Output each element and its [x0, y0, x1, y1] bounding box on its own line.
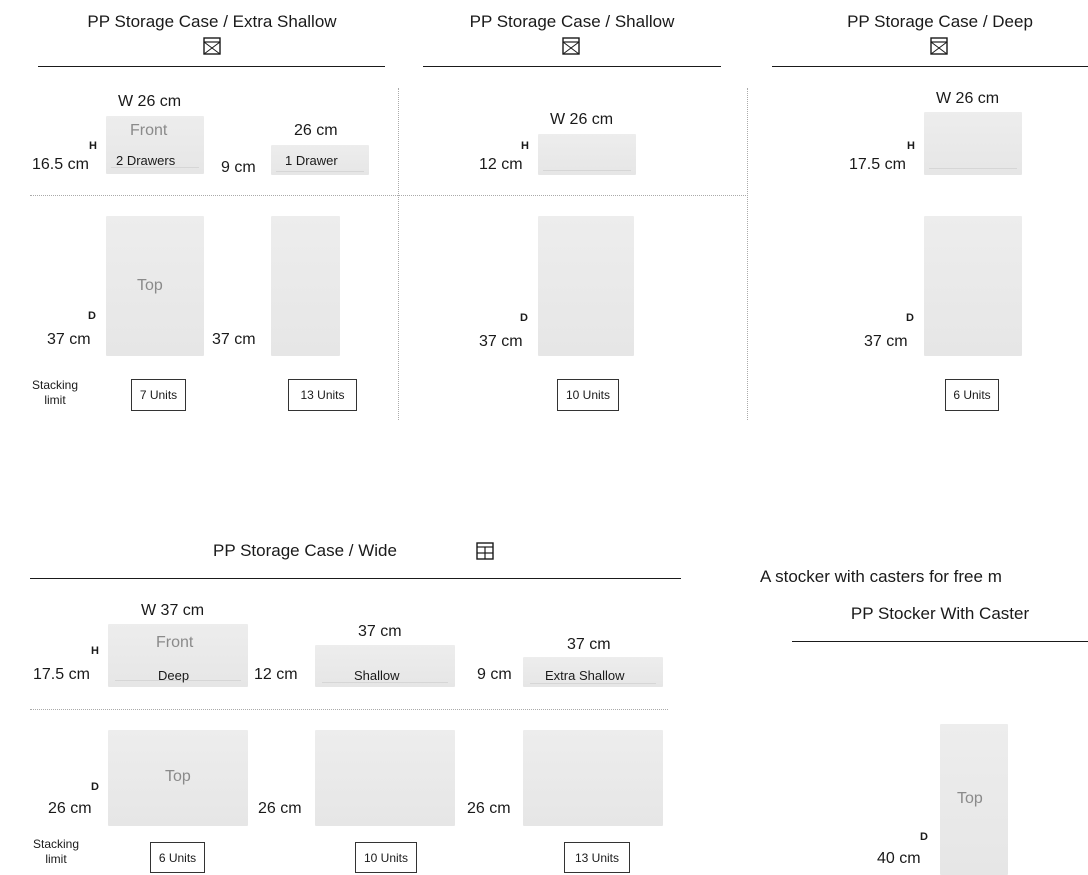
- wide-depth-letter: D: [91, 781, 99, 793]
- es-one-drawer-depth: 37 cm: [212, 331, 256, 348]
- es-one-drawer-height: 9 cm: [221, 159, 256, 176]
- wide-height-letter: H: [91, 645, 99, 657]
- wide-front-label: Front: [156, 634, 194, 651]
- shallow-height-letter: H: [521, 140, 529, 152]
- extra-shallow-title: PP Storage Case / Extra Shallow: [87, 12, 337, 31]
- deep-units: 6 Units: [945, 379, 999, 411]
- wide-units-deep: 6 Units: [150, 842, 205, 873]
- wide-extra-label: Extra Shallow: [545, 668, 625, 683]
- wide-deep-front-panel: [108, 624, 248, 687]
- wide-rule: [30, 578, 681, 579]
- deep-width-label: W 26 cm: [936, 90, 1000, 107]
- wide-row-divider: [30, 709, 668, 710]
- deep-depth-letter: D: [906, 312, 914, 324]
- single-drawer-case-icon: [930, 37, 948, 55]
- es-top-panel: [106, 216, 204, 356]
- shallow-height-value: 12 cm: [479, 156, 523, 173]
- extra-shallow-rule: [38, 66, 385, 67]
- wide-extra-front-panel: [523, 657, 663, 687]
- stocker-top-panel: [940, 724, 1008, 875]
- es-top-label: Top: [137, 277, 163, 294]
- wide-width-label: W 37 cm: [141, 602, 205, 619]
- wide-units-shallow: 10 Units: [355, 842, 417, 873]
- es-units-one-drawer: 13 Units: [288, 379, 357, 411]
- es-height-letter: H: [89, 140, 97, 152]
- es-depth-letter: D: [88, 310, 96, 322]
- wide-shallow-front-panel: [315, 645, 455, 687]
- wide-deep-height: 17.5 cm: [33, 666, 90, 683]
- wide-title: PP Storage Case / Wide: [213, 541, 397, 560]
- wide-deep-label: Deep: [158, 668, 190, 683]
- wide-shallow-depth-value: 26 cm: [258, 800, 302, 817]
- es-one-drawer-label: 1 Drawer: [285, 153, 338, 168]
- es-one-drawer-width: 26 cm: [294, 122, 338, 139]
- deep-rule: [772, 66, 1088, 67]
- deep-height-letter: H: [907, 140, 915, 152]
- wide-shallow-top-panel: [315, 730, 455, 826]
- deep-depth-value: 37 cm: [864, 333, 908, 350]
- single-drawer-case-icon: [562, 37, 580, 55]
- deep-top-panel: [924, 216, 1022, 356]
- wide-extra-top-panel: [523, 730, 663, 826]
- stocker-heading: A stocker with casters for free m: [760, 567, 1002, 586]
- shallow-title: PP Storage Case / Shallow: [469, 12, 675, 31]
- wide-top-label: Top: [165, 768, 191, 785]
- wide-stacking-limit-label: Stacking limit: [32, 837, 80, 866]
- es-front-panel: [106, 116, 204, 174]
- wide-extra-height: 9 cm: [477, 666, 512, 683]
- stocker-depth-value: 40 cm: [877, 850, 921, 867]
- es-one-drawer-top-panel: [271, 216, 340, 356]
- shallow-rule: [423, 66, 721, 67]
- stocker-depth-letter: D: [920, 831, 928, 843]
- shallow-front-panel: [538, 134, 636, 175]
- es-units-two-drawers: 7 Units: [131, 379, 186, 411]
- stocker-title: PP Stocker With Caster: [850, 604, 1030, 623]
- es-two-drawers-label: 2 Drawers: [116, 153, 176, 168]
- deep-title: PP Storage Case / Deep: [847, 12, 1033, 31]
- wide-depth-value: 26 cm: [48, 800, 92, 817]
- top-col-divider-2: [747, 88, 748, 420]
- wide-shallow-label: Shallow: [354, 668, 400, 683]
- shallow-units: 10 Units: [557, 379, 619, 411]
- es-height-value: 16.5 cm: [32, 156, 89, 173]
- shallow-top-panel: [538, 216, 634, 356]
- stocker-top-label: Top: [957, 790, 983, 807]
- shallow-depth-letter: D: [520, 312, 528, 324]
- es-stacking-limit-label: Stacking limit: [31, 378, 79, 407]
- shallow-depth-value: 37 cm: [479, 333, 523, 350]
- top-row-divider: [30, 195, 748, 196]
- stocker-rule: [792, 641, 1088, 642]
- shallow-width-label: W 26 cm: [550, 111, 614, 128]
- wide-shallow-width: 37 cm: [358, 623, 402, 640]
- wide-extra-depth-value: 26 cm: [467, 800, 511, 817]
- es-front-label: Front: [130, 122, 168, 139]
- wide-case-grid-icon: [476, 542, 494, 560]
- deep-front-panel: [924, 112, 1022, 175]
- wide-extra-width: 37 cm: [567, 636, 611, 653]
- es-one-drawer-panel: [271, 145, 369, 175]
- wide-deep-top-panel: [108, 730, 248, 826]
- wide-shallow-height: 12 cm: [254, 666, 298, 683]
- es-width-label: W 26 cm: [118, 93, 182, 110]
- wide-units-extra: 13 Units: [564, 842, 630, 873]
- es-depth-value: 37 cm: [47, 331, 91, 348]
- deep-height-value: 17.5 cm: [849, 156, 906, 173]
- top-col-divider-1: [398, 88, 399, 420]
- single-drawer-case-icon: [203, 37, 221, 55]
